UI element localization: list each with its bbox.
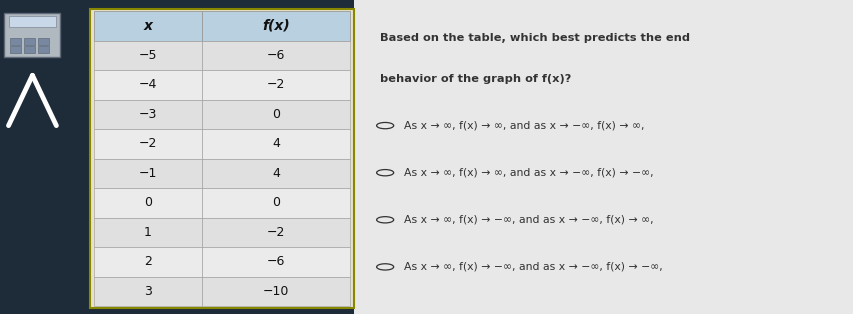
Bar (354, 0, 853, 314)
Text: Based on the table, which best predicts the end: Based on the table, which best predicts … (380, 33, 689, 43)
Bar (10, 38, 21, 45)
Text: 4: 4 (271, 167, 280, 180)
Bar (201, 70, 350, 100)
Text: −4: −4 (138, 78, 157, 91)
Text: 0: 0 (271, 196, 280, 209)
Text: −5: −5 (138, 49, 157, 62)
Text: −10: −10 (263, 285, 288, 298)
Text: 0: 0 (143, 196, 152, 209)
Bar (4, 13, 60, 57)
Text: −3: −3 (138, 108, 157, 121)
Bar (94, 129, 201, 159)
Bar (201, 188, 350, 218)
Bar (94, 11, 201, 41)
Text: 2: 2 (143, 255, 152, 268)
Bar (38, 38, 49, 45)
Text: 4: 4 (271, 137, 280, 150)
Text: f(x): f(x) (262, 19, 289, 33)
Bar (201, 277, 350, 306)
Bar (201, 11, 350, 41)
Text: As x → ∞, f(x) → ∞, and as x → −∞, f(x) → ∞,: As x → ∞, f(x) → ∞, and as x → −∞, f(x) … (403, 121, 644, 131)
Text: 3: 3 (143, 285, 152, 298)
Text: 0: 0 (271, 108, 280, 121)
Bar (201, 100, 350, 129)
Text: As x → ∞, f(x) → −∞, and as x → −∞, f(x) → −∞,: As x → ∞, f(x) → −∞, and as x → −∞, f(x)… (403, 262, 662, 272)
Bar (201, 218, 350, 247)
Text: −2: −2 (266, 226, 285, 239)
Bar (90, 9, 354, 308)
Text: 1: 1 (143, 226, 152, 239)
Text: x: x (143, 19, 152, 33)
Text: −1: −1 (138, 167, 157, 180)
Text: −2: −2 (138, 137, 157, 150)
Bar (201, 247, 350, 277)
Text: −6: −6 (266, 49, 285, 62)
Bar (94, 247, 201, 277)
Text: −6: −6 (266, 255, 285, 268)
Bar (201, 159, 350, 188)
Bar (94, 159, 201, 188)
Text: −2: −2 (266, 78, 285, 91)
Bar (24, 38, 35, 45)
Bar (201, 129, 350, 159)
Bar (94, 100, 201, 129)
Text: behavior of the graph of f(x)?: behavior of the graph of f(x)? (380, 73, 571, 84)
Bar (94, 188, 201, 218)
Bar (9, 16, 55, 27)
Bar (94, 70, 201, 100)
Bar (94, 218, 201, 247)
Bar (38, 46, 49, 53)
Text: As x → ∞, f(x) → −∞, and as x → −∞, f(x) → ∞,: As x → ∞, f(x) → −∞, and as x → −∞, f(x)… (403, 215, 653, 225)
Bar (94, 41, 201, 70)
Bar (10, 46, 21, 53)
Bar (201, 41, 350, 70)
Bar (94, 277, 201, 306)
Bar (24, 46, 35, 53)
Text: As x → ∞, f(x) → ∞, and as x → −∞, f(x) → −∞,: As x → ∞, f(x) → ∞, and as x → −∞, f(x) … (403, 168, 653, 178)
